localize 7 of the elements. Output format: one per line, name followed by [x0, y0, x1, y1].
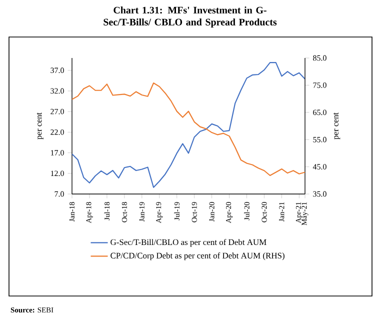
chart-title: Chart 1.31: MFs' Investment in G-Sec/T-Bills/ CBLO and Spread Products	[104, 6, 277, 28]
legend-label: CP/CD/Corp Debt as per cent of Debt AUM (RHS)	[110, 252, 284, 260]
line-series	[72, 62, 305, 188]
line-series	[72, 82, 305, 176]
y2-axis-title: per cent	[334, 112, 340, 140]
legend-label: G-Sec/T-Bill/CBLO as per cent of Debt AUM	[110, 238, 266, 247]
y-axis-title: per cent	[36, 112, 44, 140]
